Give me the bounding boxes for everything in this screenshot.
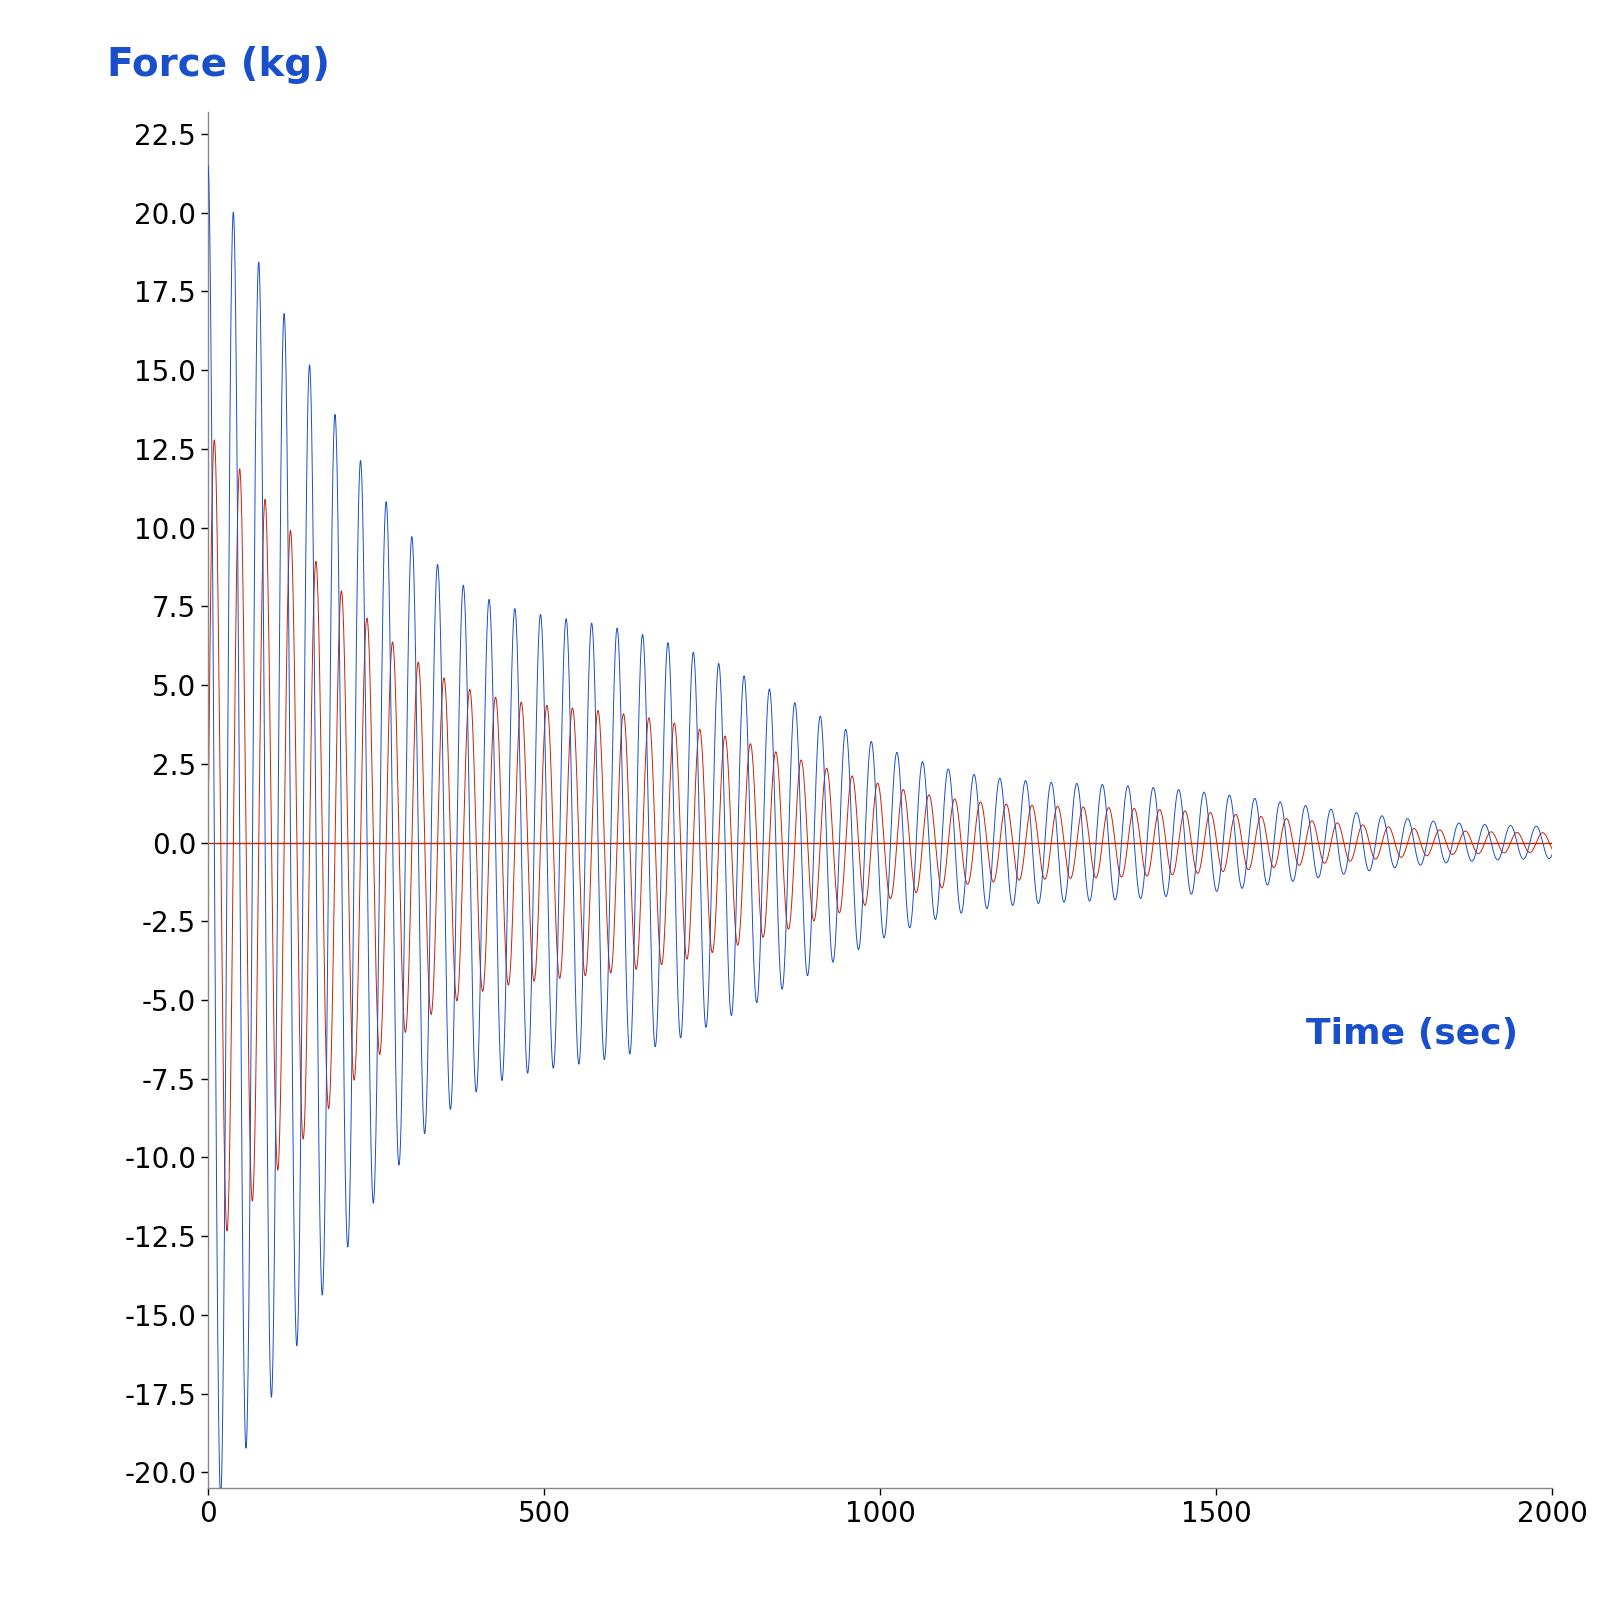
Text: Force (kg): Force (kg) [107, 46, 330, 85]
Text: Time (sec): Time (sec) [1306, 1018, 1518, 1051]
